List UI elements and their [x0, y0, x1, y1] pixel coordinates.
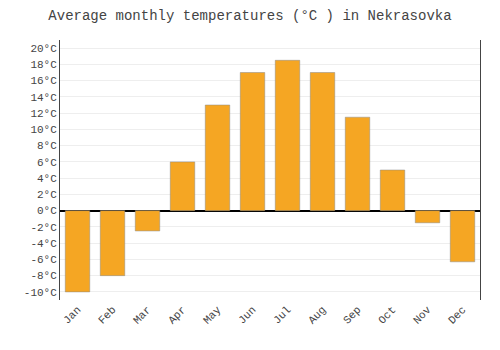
svg-text:8°C: 8°C — [37, 140, 57, 152]
svg-text:Feb: Feb — [96, 304, 118, 326]
svg-text:6°C: 6°C — [37, 157, 57, 169]
svg-text:Sep: Sep — [341, 304, 363, 326]
svg-text:Average monthly temperatures (: Average monthly temperatures (°C ) in Ne… — [48, 8, 451, 24]
svg-text:Jan: Jan — [61, 304, 83, 326]
svg-text:Mar: Mar — [131, 304, 153, 326]
svg-text:18°C: 18°C — [30, 59, 57, 71]
svg-text:16°C: 16°C — [30, 75, 57, 87]
svg-text:Nov: Nov — [411, 304, 434, 327]
svg-text:-4°C: -4°C — [30, 238, 57, 250]
svg-text:Jul: Jul — [271, 304, 293, 326]
svg-text:Dec: Dec — [446, 304, 468, 326]
svg-text:-10°C: -10°C — [24, 287, 57, 299]
svg-text:0°C: 0°C — [37, 205, 57, 217]
svg-text:10°C: 10°C — [30, 124, 57, 136]
svg-text:-8°C: -8°C — [30, 270, 57, 282]
svg-text:-6°C: -6°C — [30, 254, 57, 266]
svg-text:2°C: 2°C — [37, 189, 57, 201]
svg-text:-2°C: -2°C — [30, 222, 57, 234]
svg-text:4°C: 4°C — [37, 173, 57, 185]
svg-text:May: May — [201, 304, 224, 327]
svg-text:20°C: 20°C — [30, 43, 57, 55]
svg-text:Apr: Apr — [166, 304, 188, 326]
svg-text:Oct: Oct — [376, 304, 398, 326]
svg-text:12°C: 12°C — [30, 108, 57, 120]
svg-text:14°C: 14°C — [30, 92, 57, 104]
svg-text:Aug: Aug — [306, 304, 328, 326]
svg-text:Jun: Jun — [236, 304, 258, 326]
